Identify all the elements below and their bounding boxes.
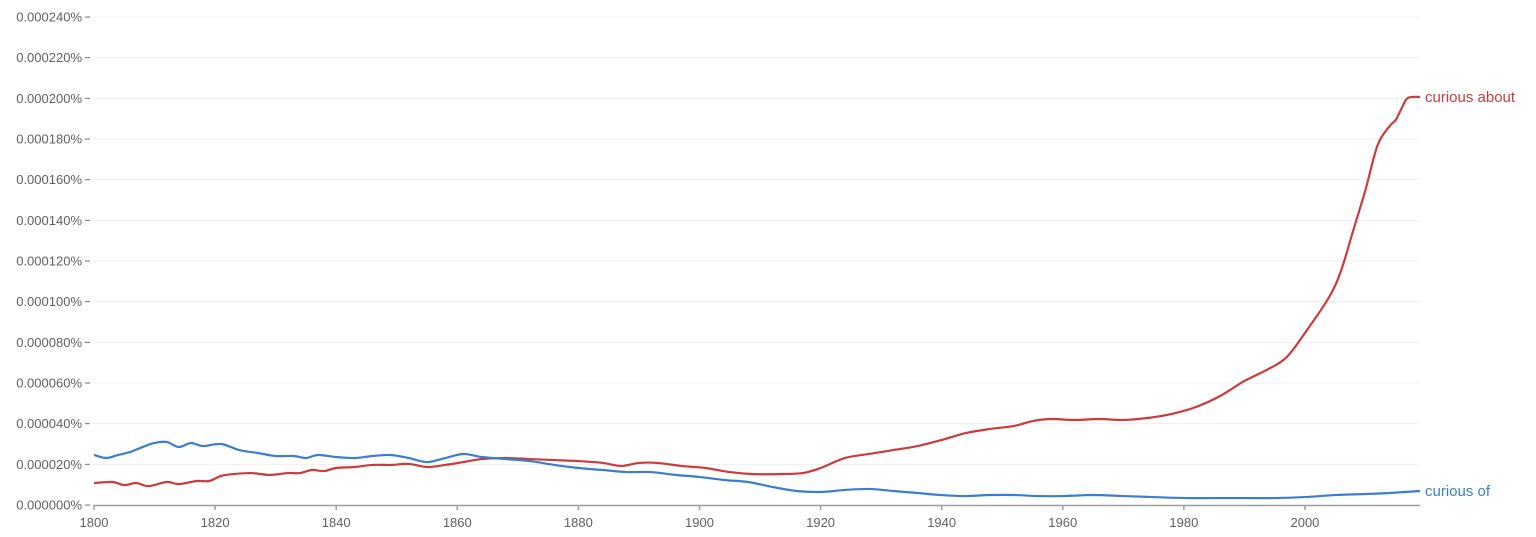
y-tick-label: 0.000080% [16,335,82,350]
x-tick-label: 1920 [806,515,835,530]
y-tick-label: 0.000220% [16,50,82,65]
x-tick-label: 2000 [1290,515,1319,530]
series-label-curious-of: curious of [1425,483,1491,500]
y-tick-label: 0.000140% [16,213,82,228]
y-tick-label: 0.000160% [16,172,82,187]
x-tick-label: 1800 [80,515,109,530]
y-tick-label: 0.000200% [16,91,82,106]
series-line-curious-about[interactable] [93,95,1421,488]
y-tick-label: 0.000180% [16,132,82,147]
y-tick-label: 0.000100% [16,294,82,309]
series-line-curious-of[interactable] [93,440,1421,500]
series-label-curious-about: curious about [1425,89,1516,106]
y-tick-label: 0.000240% [16,10,82,25]
x-tick-label: 1980 [1169,515,1198,530]
y-tick-label: 0.000000% [16,498,82,513]
x-tick-label: 1960 [1048,515,1077,530]
y-tick-label: 0.000060% [16,376,82,391]
x-tick-label: 1840 [322,515,351,530]
series-lines: curious about curious of [93,89,1516,500]
x-tick-label: 1820 [201,515,230,530]
y-tick-label: 0.000020% [16,457,82,472]
x-tick-label: 1860 [443,515,472,530]
y-axis: 0.000000% 0.000020% 0.000040% 0.000060% 0.00… [16,10,90,513]
x-axis: 1800 1820 1840 1860 1880 1900 1920 1940 1960 1980… [80,505,1319,530]
gridlines [94,16,1420,465]
y-tick-label: 0.000040% [16,416,82,431]
y-tick-label: 0.000120% [16,254,82,269]
x-tick-label: 1880 [564,515,593,530]
x-tick-label: 1900 [685,515,714,530]
x-tick-label: 1940 [927,515,956,530]
